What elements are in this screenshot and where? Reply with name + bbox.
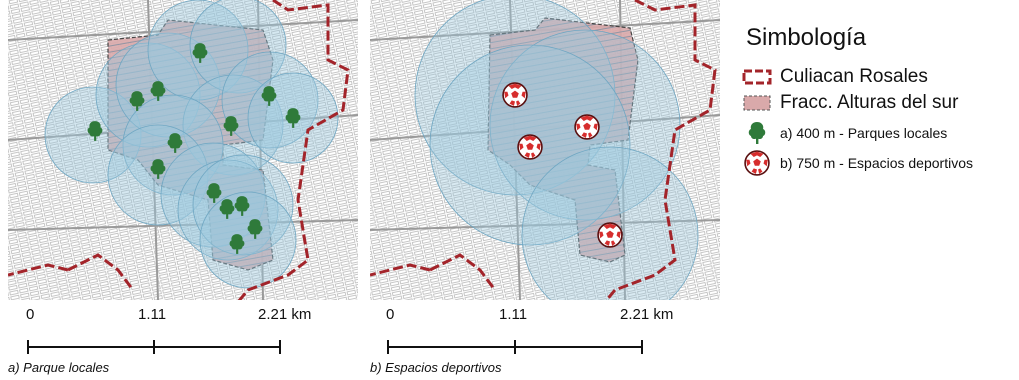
scale-label-end: 2.21 km (258, 306, 312, 323)
dashed-red-boundary-icon (740, 66, 774, 88)
map-legend: Simbología Culiacan Rosales Fracc. Altur… (740, 24, 1019, 176)
legend-item-deportivos: b) 750 m - Espacios deportivos (740, 150, 973, 176)
culiacan-boundary-a (8, 0, 350, 361)
legend-label: b) 750 m - Espacios deportivos (780, 155, 973, 171)
map-canvas-a (8, 0, 358, 380)
legend-item-parques: a) 400 m - Parques locales (740, 122, 947, 144)
fracc-area-b (487, 17, 639, 263)
scale-label-mid: 1.11 (499, 306, 528, 323)
soccer-ball-icon (502, 82, 528, 108)
soccer-ball-icon (740, 150, 774, 176)
legend-title: Simbología (746, 24, 867, 51)
legend-label: Culiacan Rosales (780, 66, 928, 87)
panel-caption-b: b) Espacios deportivos (370, 360, 502, 375)
legend-item-culiacan: Culiacan Rosales (740, 66, 928, 88)
map-canvas-b (370, 0, 720, 380)
scale-label-0: 0 (386, 306, 395, 323)
soccer-ball-icon (597, 222, 623, 248)
legend-item-fracc: Fracc. Alturas del sur (740, 92, 958, 114)
scale-label-0: 0 (26, 306, 35, 323)
map-panel-deportivos: 0 1.11 2.21 km b) Espacios deportivos (370, 0, 720, 380)
scale-bar-b (387, 340, 643, 354)
legend-label: a) 400 m - Parques locales (780, 125, 948, 141)
scale-bar-a (27, 340, 281, 354)
panel-caption-a: a) Parque locales (8, 360, 110, 375)
legend-label: Fracc. Alturas del sur (780, 92, 959, 113)
scale-label-end: 2.21 km (620, 306, 674, 323)
tree-icon (740, 122, 774, 144)
culiacan-boundary-b (370, 0, 717, 361)
soccer-ball-icon (517, 134, 543, 160)
soccer-ball-icon (574, 114, 600, 140)
scale-label-mid: 1.11 (138, 306, 167, 323)
pink-area-icon (740, 92, 774, 114)
map-panel-parques: 0 1.11 2.21 km a) Parque locales (8, 0, 358, 380)
